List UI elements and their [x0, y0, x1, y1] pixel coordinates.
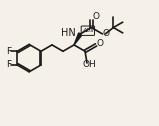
Polygon shape — [74, 33, 82, 45]
Text: F: F — [6, 47, 11, 56]
Text: O: O — [93, 12, 100, 21]
Text: Abs: Abs — [82, 28, 94, 33]
Text: OH: OH — [82, 60, 96, 69]
Text: HN: HN — [61, 28, 76, 38]
Text: F: F — [6, 60, 11, 69]
FancyBboxPatch shape — [81, 26, 94, 35]
Text: O: O — [103, 29, 110, 38]
Text: O: O — [97, 39, 104, 48]
